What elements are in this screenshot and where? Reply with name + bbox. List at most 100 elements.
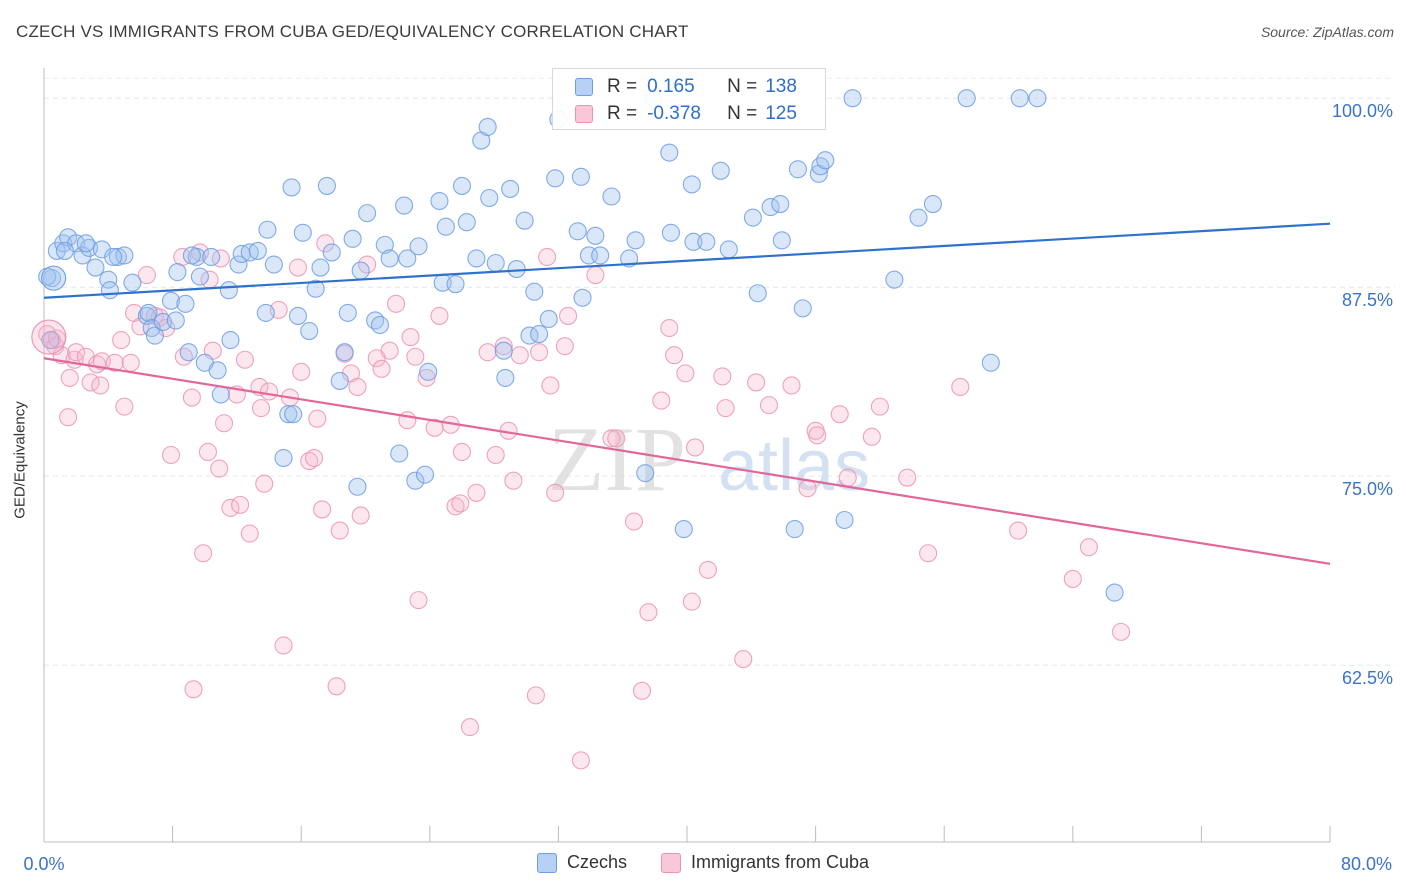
cuba-point: [1063, 569, 1082, 589]
czechs-point: [602, 187, 621, 206]
legend-item-cuba[interactable]: Immigrants from Cuba: [660, 852, 869, 873]
cuba-point: [510, 346, 529, 365]
czechs-point: [229, 255, 248, 274]
czechs-point: [1028, 89, 1047, 108]
cuba-point: [313, 500, 332, 519]
cuba-point: [716, 399, 735, 418]
czechs-point: [168, 263, 187, 282]
czechs-point: [86, 258, 105, 277]
czechs-point: [957, 89, 976, 108]
cuba-point: [870, 397, 889, 416]
cuba-point: [372, 359, 391, 378]
czechs-point: [507, 260, 526, 279]
cuba-point: [624, 512, 644, 531]
czechs-point: [322, 243, 341, 262]
czechs-point: [115, 246, 134, 265]
cuba-point: [504, 471, 523, 490]
czechs-point: [452, 176, 472, 195]
czechs-point: [697, 232, 716, 251]
cuba-point: [607, 429, 626, 448]
czechs-point: [419, 362, 438, 381]
czechs-point: [264, 255, 283, 274]
n-value: 138: [765, 76, 797, 97]
r-value: -0.378: [647, 103, 701, 124]
cuba-point: [478, 343, 497, 362]
cuba-point: [137, 266, 156, 285]
trend-lines: [43, 222, 1331, 565]
czechs-point: [208, 361, 227, 380]
czechs-point: [530, 325, 549, 344]
cuba-point: [639, 603, 658, 622]
cuba-point: [214, 414, 234, 433]
cuba-point: [898, 468, 917, 487]
source-label: Source: ZipAtlas.com: [1260, 24, 1394, 40]
czechs-point: [300, 321, 319, 341]
czechs-point: [788, 160, 807, 179]
czechs-point: [54, 234, 73, 253]
czechs-point: [330, 371, 349, 390]
czechs-point: [486, 253, 505, 273]
czechs-point: [306, 279, 325, 298]
czechs-point-large: [41, 265, 67, 291]
czechs-point: [104, 247, 123, 267]
cuba-point: [251, 399, 271, 418]
cuba-point: [255, 474, 274, 493]
cuba-point: [59, 408, 78, 427]
czechs-point: [843, 89, 862, 108]
czechs-point: [1105, 583, 1124, 602]
cuba-point: [451, 494, 470, 513]
cuba-point: [555, 337, 574, 356]
czechs-point: [660, 143, 679, 162]
czechs-point: [317, 176, 336, 195]
czechs-point: [179, 343, 198, 362]
cuba-point: [676, 364, 695, 383]
cuba-point: [211, 249, 230, 268]
czechs-point: [139, 303, 158, 322]
r-label: R =: [607, 76, 638, 97]
cuba-point: [406, 347, 425, 366]
cuba-point: [467, 483, 486, 502]
czechs-trend-line: [43, 222, 1331, 299]
czechs-point: [446, 275, 465, 294]
czechs-point: [480, 188, 499, 208]
cuba-point: [586, 266, 605, 285]
czechs-point: [380, 249, 399, 268]
cuba-point: [632, 681, 652, 700]
cuba-point: [380, 341, 399, 360]
czechs-point: [293, 223, 312, 242]
czechs-swatch: [575, 78, 593, 96]
cuba-point: [105, 353, 124, 372]
czechs-point: [182, 246, 201, 265]
cuba-point: [67, 343, 86, 362]
czechs-point: [390, 444, 409, 463]
cuba-point: [210, 459, 229, 478]
cuba-point: [316, 234, 335, 253]
cuba-point: [81, 373, 100, 392]
cuba-point: [194, 544, 213, 563]
cuba-point: [682, 592, 701, 611]
czechs-point: [457, 213, 476, 232]
czechs-swatch: [536, 852, 557, 873]
n-label: N =: [727, 76, 758, 97]
cuba-point: [1079, 538, 1098, 557]
cuba-point: [538, 247, 557, 267]
czechs-point: [282, 178, 301, 197]
cuba-point: [808, 426, 827, 445]
cuba-point: [571, 751, 590, 770]
czechs-point: [811, 157, 830, 176]
watermark-atlas: atlas: [718, 426, 870, 506]
legend-item-czechs[interactable]: Czechs: [536, 852, 627, 873]
czechs-point: [145, 326, 164, 345]
czechs-point: [816, 151, 835, 170]
cuba-point: [348, 377, 367, 397]
cuba-point: [782, 376, 801, 395]
cuba-point: [1111, 622, 1131, 641]
czechs-point: [274, 448, 293, 468]
czechs-point: [137, 306, 156, 325]
czechs-point: [279, 405, 298, 424]
czechs-point: [166, 311, 185, 330]
cuba-point: [231, 495, 250, 514]
cuba-point: [198, 442, 218, 462]
czechs-point: [661, 223, 680, 242]
czechs-point: [161, 291, 181, 310]
